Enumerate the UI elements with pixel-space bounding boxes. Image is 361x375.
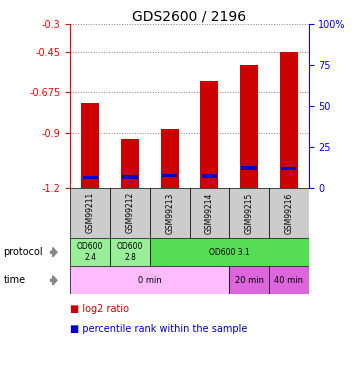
Text: time: time — [4, 275, 26, 285]
Text: GSM99215: GSM99215 — [245, 192, 253, 234]
Text: OD600
2.8: OD600 2.8 — [117, 243, 143, 262]
Text: GSM99212: GSM99212 — [126, 192, 134, 233]
Bar — [162, 174, 177, 177]
Bar — [281, 167, 296, 170]
Text: 40 min: 40 min — [274, 276, 303, 285]
Bar — [70, 266, 229, 294]
Bar — [190, 188, 229, 238]
Bar — [269, 188, 309, 238]
Text: protocol: protocol — [4, 247, 43, 257]
Bar — [150, 188, 190, 238]
Text: GSM99216: GSM99216 — [284, 192, 293, 234]
Bar — [202, 174, 217, 178]
Bar — [81, 103, 99, 188]
Bar — [150, 238, 309, 266]
Bar — [110, 238, 150, 266]
Text: GSM99213: GSM99213 — [165, 192, 174, 234]
Bar — [110, 188, 150, 238]
Bar — [161, 129, 179, 188]
Bar — [122, 175, 138, 178]
Bar — [70, 238, 110, 266]
Text: OD600 3.1: OD600 3.1 — [209, 248, 249, 256]
Text: 20 min: 20 min — [235, 276, 264, 285]
Bar — [269, 266, 309, 294]
Bar — [229, 266, 269, 294]
Bar — [70, 188, 110, 238]
Text: GSM99211: GSM99211 — [86, 192, 95, 233]
Text: OD600
2.4: OD600 2.4 — [77, 243, 104, 262]
Text: GSM99214: GSM99214 — [205, 192, 214, 234]
Bar — [83, 176, 98, 179]
Bar — [229, 188, 269, 238]
Text: 0 min: 0 min — [138, 276, 162, 285]
Bar — [280, 53, 298, 188]
Bar — [240, 65, 258, 188]
Title: GDS2600 / 2196: GDS2600 / 2196 — [132, 9, 247, 23]
Bar — [242, 166, 257, 170]
Text: ■ log2 ratio: ■ log2 ratio — [70, 304, 129, 314]
Text: ■ percentile rank within the sample: ■ percentile rank within the sample — [70, 324, 248, 334]
Bar — [121, 140, 139, 188]
Bar — [200, 81, 218, 188]
Bar — [309, 266, 348, 294]
